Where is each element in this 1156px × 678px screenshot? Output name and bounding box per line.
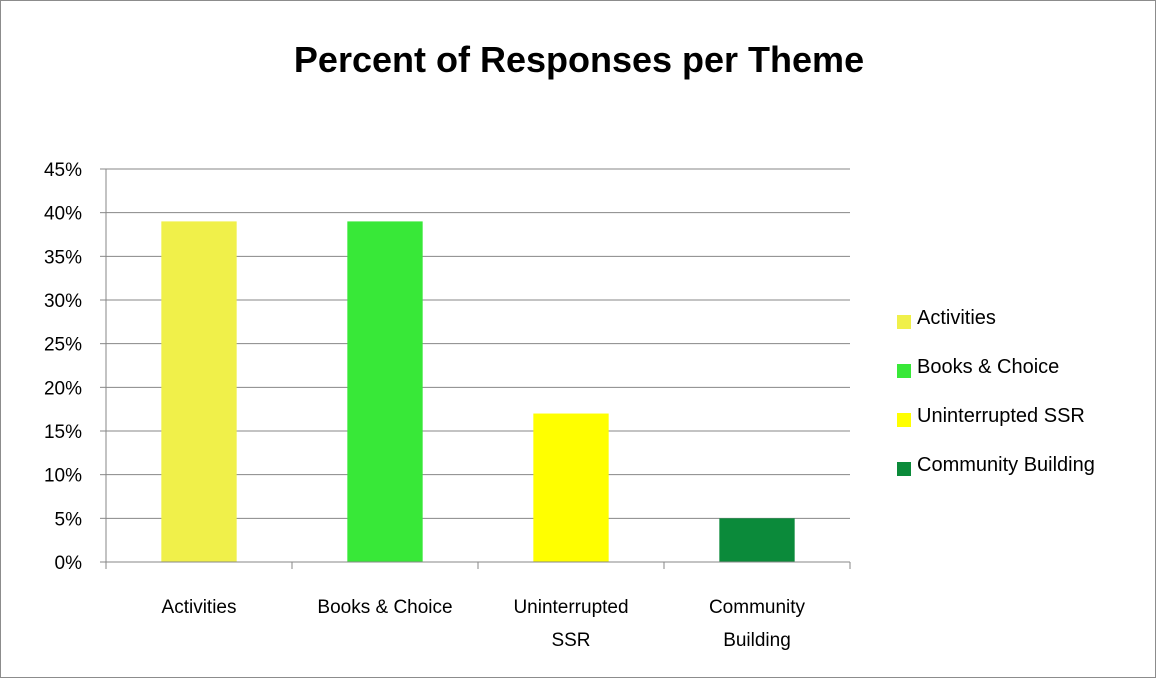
x-tick-label: SSR: [551, 630, 590, 651]
bar-books-choice: [347, 221, 423, 562]
y-tick-label: 0%: [55, 553, 83, 574]
y-tick-label: 5%: [55, 509, 83, 530]
y-tick-label: 25%: [44, 335, 82, 356]
y-tick-label: 35%: [44, 247, 82, 268]
y-tick-label: 45%: [44, 160, 82, 181]
legend-swatch-activities: [897, 315, 911, 329]
y-tick-label: 40%: [44, 204, 82, 225]
legend-label-activities: Activities: [917, 307, 996, 329]
y-tick-label: 15%: [44, 422, 82, 443]
legend-swatch-uninterrupted-ssr: [897, 413, 911, 427]
bar-uninterrupted-ssr: [533, 413, 609, 562]
bar-activities: [161, 221, 237, 562]
y-tick-label: 10%: [44, 466, 82, 487]
x-tick-label: Building: [723, 630, 791, 651]
legend-label-books-choice: Books & Choice: [917, 356, 1060, 378]
legend-swatch-community-building: [897, 462, 911, 476]
bar-community-building: [719, 518, 795, 562]
x-tick-label: Uninterrupted: [513, 597, 628, 618]
legend-swatch-books-choice: [897, 364, 911, 378]
bars: [161, 221, 795, 562]
x-tick-label: Activities: [162, 597, 237, 618]
x-tick-labels: Activities Books & Choice Uninterrupted SSR…: [162, 597, 806, 651]
axes: [100, 168, 851, 569]
legend-label-uninterrupted-ssr: Uninterrupted SSR: [917, 405, 1085, 427]
x-tick-label: Community: [709, 597, 806, 618]
x-tick-label: Books & Choice: [317, 597, 452, 618]
y-tick-label: 30%: [44, 291, 82, 312]
legend-label-community-building: Community Building: [917, 454, 1095, 476]
y-tick-labels: 0% 5% 10% 15% 20% 25% 30% 35% 40% 45%: [44, 160, 82, 574]
chart-title: Percent of Responses per Theme: [293, 39, 865, 80]
y-tick-label: 20%: [44, 378, 82, 399]
